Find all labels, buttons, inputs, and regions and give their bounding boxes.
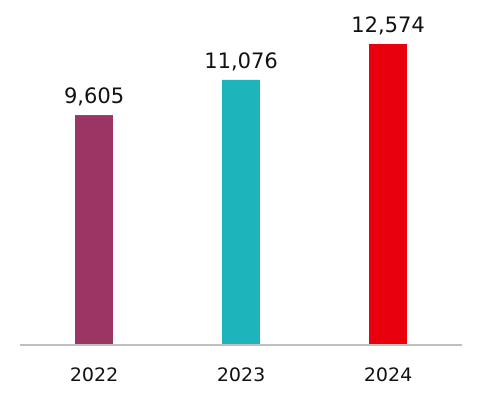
x-tick-label-2023: 2023	[217, 364, 265, 386]
bar-2024	[369, 44, 407, 345]
x-tick-label-2024: 2024	[364, 364, 412, 386]
bars-layer	[75, 44, 407, 345]
x-tick-label-2022: 2022	[70, 364, 118, 386]
data-label-2024: 12,574	[351, 13, 424, 37]
labels-layer: 9,605 2022 11,076 2023 12,574 2024	[64, 13, 425, 386]
data-label-2023: 11,076	[204, 49, 277, 73]
bar-2023	[222, 79, 260, 345]
bar-2022	[75, 115, 113, 345]
data-label-2022: 9,605	[64, 84, 124, 108]
